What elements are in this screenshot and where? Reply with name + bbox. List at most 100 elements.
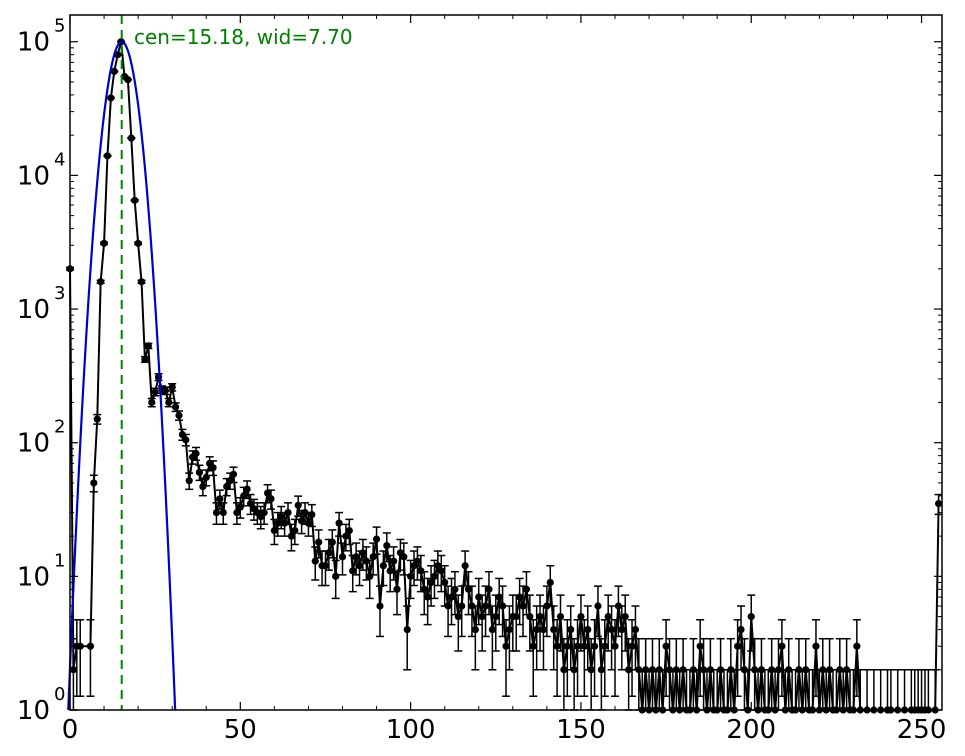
data-point bbox=[869, 669, 878, 714]
data-point bbox=[733, 619, 742, 697]
data-point bbox=[161, 386, 170, 396]
data-point bbox=[863, 669, 872, 714]
data-marker bbox=[774, 666, 783, 674]
data-point bbox=[338, 542, 347, 576]
data-point bbox=[266, 489, 275, 510]
x-tick-label: 100 bbox=[386, 715, 436, 745]
data-point bbox=[461, 550, 470, 587]
data-point bbox=[454, 594, 463, 652]
data-marker bbox=[236, 503, 244, 511]
data-marker bbox=[492, 612, 500, 621]
data-marker bbox=[417, 567, 425, 575]
data-marker bbox=[461, 562, 469, 570]
data-marker bbox=[536, 612, 544, 621]
data-point bbox=[345, 518, 354, 546]
y-tick-label-exponent: 3 bbox=[54, 283, 65, 304]
data-marker bbox=[124, 76, 132, 84]
data-point bbox=[478, 594, 487, 652]
data-point bbox=[144, 342, 153, 350]
y-tick-label-exponent: 4 bbox=[54, 149, 65, 170]
data-point bbox=[542, 585, 551, 638]
data-point bbox=[151, 387, 160, 397]
data-marker bbox=[577, 612, 585, 621]
data-point bbox=[209, 460, 218, 477]
data-marker bbox=[498, 602, 507, 610]
data-marker bbox=[93, 415, 101, 423]
data-point bbox=[512, 594, 521, 652]
data-marker bbox=[584, 625, 592, 634]
data-marker bbox=[437, 567, 445, 575]
data-point bbox=[134, 239, 143, 247]
data-layer bbox=[66, 38, 943, 714]
data-marker bbox=[587, 666, 595, 674]
data-marker bbox=[628, 642, 636, 650]
data-marker bbox=[512, 612, 520, 621]
data-marker bbox=[376, 602, 384, 610]
data-point bbox=[331, 559, 340, 600]
data-point bbox=[352, 542, 361, 576]
data-marker bbox=[573, 642, 582, 650]
data-marker bbox=[427, 578, 435, 587]
data-point bbox=[96, 278, 105, 286]
data-marker bbox=[315, 538, 323, 546]
data-point bbox=[427, 565, 436, 607]
data-marker bbox=[539, 625, 548, 634]
data-point bbox=[175, 410, 183, 421]
data-point bbox=[549, 605, 558, 671]
data-marker bbox=[304, 519, 313, 527]
x-tick-label: 250 bbox=[897, 715, 947, 745]
data-marker bbox=[372, 535, 381, 543]
data-point bbox=[212, 502, 221, 526]
data-point bbox=[192, 446, 201, 462]
data-marker bbox=[270, 526, 278, 535]
data-marker bbox=[570, 666, 578, 674]
data-marker bbox=[447, 593, 456, 601]
data-marker bbox=[311, 557, 319, 565]
data-point bbox=[314, 529, 323, 559]
data-marker bbox=[274, 519, 282, 527]
data-marker bbox=[553, 642, 561, 650]
data-point bbox=[747, 594, 756, 652]
data-marker bbox=[277, 512, 285, 521]
data-marker bbox=[853, 642, 861, 650]
data-point bbox=[307, 503, 316, 528]
data-marker bbox=[165, 398, 173, 407]
data-marker bbox=[458, 602, 466, 610]
data-marker bbox=[533, 625, 541, 634]
data-marker bbox=[400, 553, 408, 561]
data-point bbox=[393, 570, 401, 616]
data-marker bbox=[383, 541, 391, 550]
data-marker bbox=[342, 532, 350, 540]
data-marker bbox=[151, 388, 159, 396]
data-point bbox=[198, 477, 207, 497]
data-point bbox=[164, 397, 173, 408]
data-marker bbox=[451, 585, 459, 593]
data-marker bbox=[386, 567, 394, 575]
data-point bbox=[484, 570, 493, 616]
data-point bbox=[471, 605, 480, 671]
y-tick-label-exponent: 2 bbox=[54, 417, 65, 438]
data-marker bbox=[434, 562, 442, 570]
data-point bbox=[290, 518, 299, 546]
data-marker bbox=[505, 625, 514, 634]
x-tick-label: 200 bbox=[726, 715, 776, 745]
data-marker bbox=[516, 593, 524, 601]
data-point bbox=[130, 196, 139, 204]
data-point bbox=[341, 523, 350, 552]
data-marker bbox=[621, 612, 629, 621]
data-marker bbox=[192, 449, 200, 458]
data-marker bbox=[607, 625, 616, 634]
data-point bbox=[369, 542, 378, 576]
data-marker bbox=[424, 593, 432, 601]
data-point bbox=[181, 433, 190, 447]
data-marker bbox=[734, 642, 742, 650]
data-marker bbox=[631, 625, 640, 634]
data-marker bbox=[233, 508, 241, 517]
data-marker bbox=[294, 501, 302, 509]
data-marker bbox=[349, 567, 357, 575]
data-point bbox=[103, 152, 112, 160]
data-marker bbox=[171, 403, 180, 411]
data-marker bbox=[90, 479, 98, 487]
data-point bbox=[375, 585, 384, 638]
data-marker bbox=[522, 585, 531, 593]
